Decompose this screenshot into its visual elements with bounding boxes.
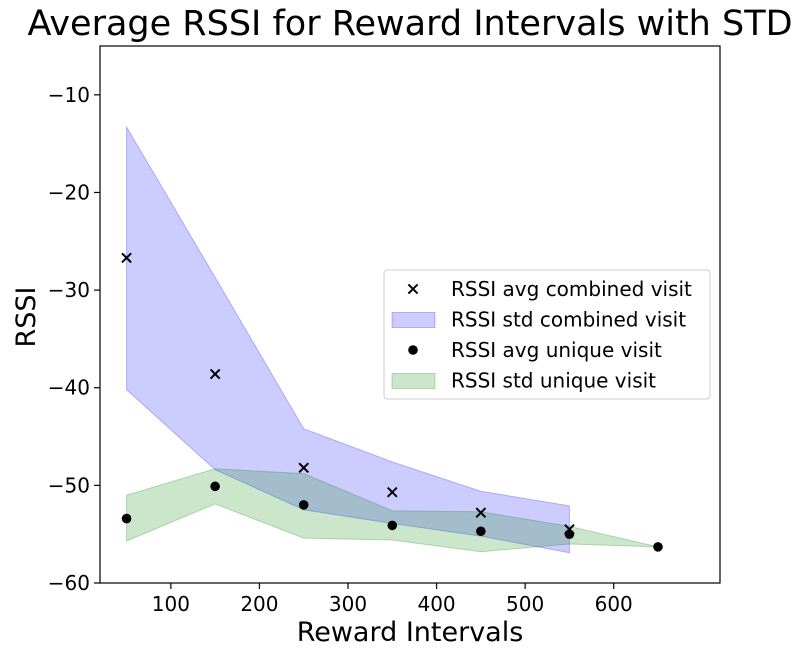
y-axis-label: RSSI (11, 286, 42, 347)
legend-frame (383, 269, 711, 400)
legend-swatch (391, 312, 436, 328)
point-rssi-avg-combined-visit (386, 486, 398, 498)
legend-label: RSSI avg unique visit (451, 338, 662, 362)
x-tick-label: 100 (152, 592, 190, 616)
y-axis: −10 −20 −30 −40 −50 −60 (48, 83, 100, 595)
x-axis-label: Reward Intervals (297, 617, 524, 648)
band-rssi-std-unique-visit (126, 468, 659, 553)
legend-item-rssi-avg-combined-visit: RSSI avg combined visit (407, 277, 692, 301)
axes-frame (99, 45, 721, 584)
point-rssi-avg-unique-visit (298, 500, 309, 510)
y-tick-label: −20 (48, 180, 90, 204)
legend-label: RSSI avg combined visit (451, 277, 692, 301)
point-rssi-avg-combined-visit (209, 368, 221, 380)
x-tick-label: 400 (417, 592, 455, 616)
legend-label: RSSI std combined visit (451, 308, 686, 332)
y-tick-label: −10 (48, 83, 90, 107)
legend-item-rssi-std-combined-visit: RSSI std combined visit (391, 308, 686, 332)
point-rssi-avg-unique-visit (653, 542, 663, 552)
x-axis: 100 200 300 400 500 600 (152, 583, 633, 616)
point-rssi-avg-combined-visit (298, 462, 310, 474)
point-rssi-avg-unique-visit (121, 513, 132, 524)
point-rssi-avg-unique-visit (387, 520, 398, 531)
y-tick-label: −40 (48, 376, 90, 400)
point-rssi-avg-combined-visit (121, 252, 132, 264)
legend-swatch (391, 373, 436, 389)
x-tick-label: 300 (329, 592, 367, 616)
legend: RSSI avg combined visit RSSI std combined… (383, 269, 711, 400)
band-rssi-std-combined-visit (126, 125, 570, 554)
point-rssi-avg-unique-visit (476, 526, 486, 537)
point-rssi-avg-unique-visit (564, 529, 575, 539)
y-tick-label: −30 (48, 278, 90, 302)
plot-area (121, 125, 663, 554)
x-tick-label: 500 (506, 592, 544, 616)
legend-item-rssi-std-unique-visit: RSSI std unique visit (391, 369, 656, 393)
y-tick-label: −60 (48, 571, 90, 595)
legend-marker (407, 283, 419, 295)
legend-marker (408, 345, 418, 355)
x-tick-label: 600 (595, 592, 633, 616)
legend-item-rssi-avg-unique-visit: RSSI avg unique visit (408, 338, 662, 362)
point-rssi-avg-unique-visit (210, 481, 220, 492)
chart-title: Average RSSI for Reward Intervals with S… (27, 4, 792, 44)
y-tick-label: −50 (48, 473, 90, 497)
legend-label: RSSI std unique visit (451, 369, 656, 393)
point-rssi-avg-combined-visit (475, 507, 487, 519)
x-tick-label: 200 (240, 592, 278, 616)
